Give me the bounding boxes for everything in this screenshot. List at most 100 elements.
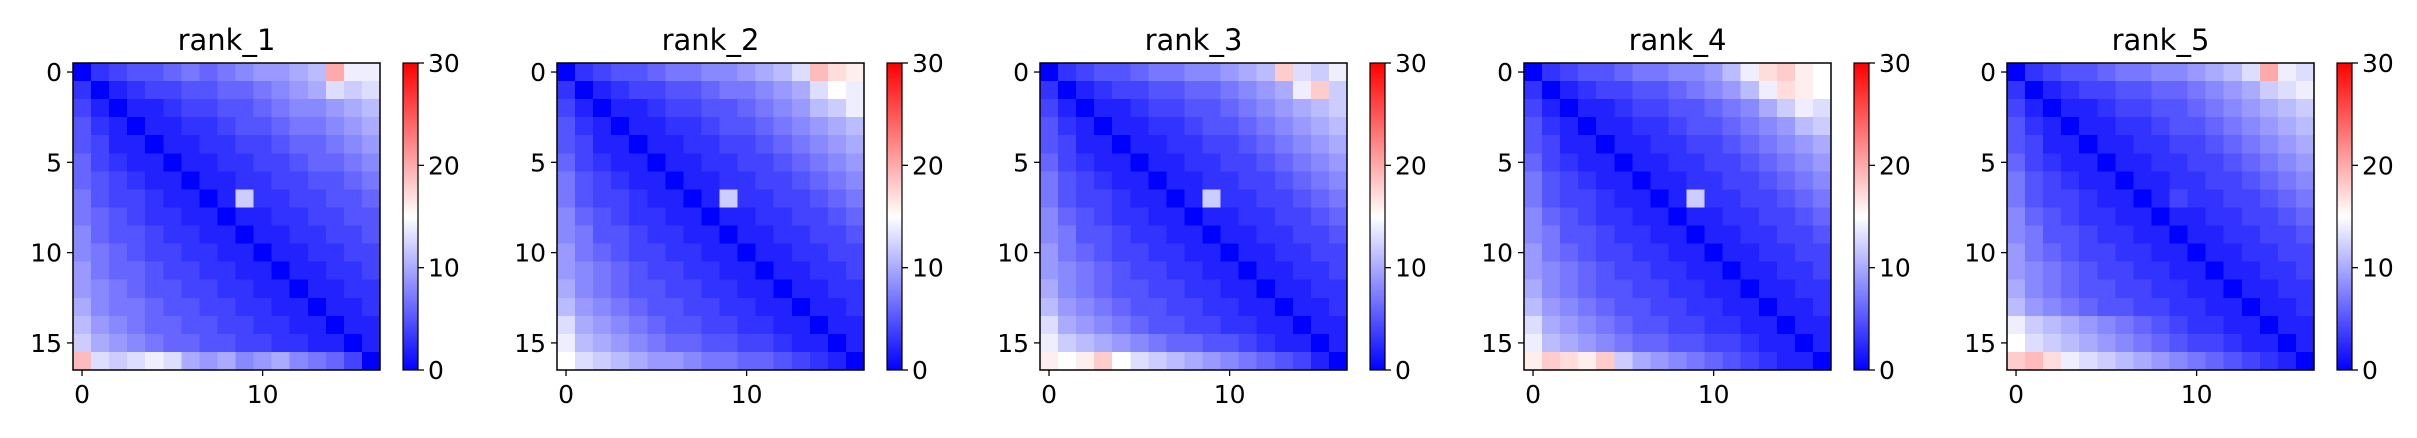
heatmap-cell: [1203, 117, 1222, 136]
heatmap-cell: [290, 226, 309, 245]
heatmap-cell: [1040, 135, 1059, 154]
heatmap-cell: [1632, 244, 1651, 263]
heatmap-cell: [2296, 189, 2315, 208]
heatmap-cell: [1184, 334, 1203, 353]
y-tick-label: 15: [514, 329, 546, 358]
heatmap-cell: [199, 171, 218, 190]
heatmap-cell: [163, 352, 182, 371]
heatmap-cell: [217, 63, 236, 82]
heatmap-cell: [217, 99, 236, 118]
heatmap-cell: [1687, 99, 1706, 118]
heatmap-cell: [2043, 280, 2062, 299]
heatmap-cell: [109, 63, 128, 82]
heatmap-cell: [1058, 334, 1077, 353]
x-tick-label: 10: [731, 380, 763, 409]
heatmap-cell: [810, 334, 829, 353]
heatmap-cell: [1723, 262, 1742, 281]
heatmap-cell: [1329, 189, 1348, 208]
heatmap-cell: [2278, 226, 2297, 245]
y-tick-label: 0: [1980, 58, 1996, 87]
heatmap-cell: [1542, 298, 1561, 317]
heatmap-cell: [593, 99, 612, 118]
heatmap-cell: [756, 189, 775, 208]
heatmap-cell: [1311, 207, 1330, 226]
heatmap-cell: [846, 280, 865, 299]
heatmap-cell: [1221, 352, 1240, 371]
heatmap-cell: [1723, 334, 1742, 353]
heatmap-cell: [1184, 207, 1203, 226]
heatmap-cell: [1148, 207, 1167, 226]
heatmap-cell: [1329, 99, 1348, 118]
heatmap-cell: [91, 81, 110, 100]
heatmap-cell: [308, 226, 327, 245]
heatmap-cell: [145, 226, 164, 245]
heatmap-cell: [720, 262, 739, 281]
heatmap-cell: [2025, 117, 2044, 136]
heatmap-cell: [290, 63, 309, 82]
heatmap-cell: [1668, 189, 1687, 208]
heatmap-cell: [810, 316, 829, 335]
heatmap-cell: [1184, 244, 1203, 263]
heatmap-cell: [1777, 189, 1796, 208]
heatmap-cell: [1221, 189, 1240, 208]
heatmap-cell: [362, 153, 381, 172]
heatmap-cell: [665, 316, 684, 335]
heatmap-cell: [199, 352, 218, 371]
heatmap-cell: [272, 244, 291, 263]
heatmap-cell: [683, 298, 702, 317]
y-tick-label: 15: [997, 329, 1029, 358]
heatmap-cell: [701, 207, 720, 226]
heatmap-cell: [1275, 207, 1294, 226]
heatmap-cell: [2043, 316, 2062, 335]
heatmap-cell: [1723, 189, 1742, 208]
heatmap-cell: [362, 352, 381, 371]
heatmap-cell: [593, 171, 612, 190]
heatmap-cell: [2242, 280, 2261, 299]
x-tick-label: 0: [558, 380, 574, 409]
heatmap-cell: [1687, 207, 1706, 226]
heatmap-cell: [1221, 63, 1240, 82]
heatmap-cell: [1329, 171, 1348, 190]
heatmap-cell: [272, 352, 291, 371]
heatmap-cell: [1112, 316, 1131, 335]
heatmap-cell: [2115, 280, 2134, 299]
heatmap-cell: [1560, 334, 1579, 353]
heatmap-cell: [2097, 189, 2116, 208]
heatmap-cell: [2007, 189, 2026, 208]
heatmap-cell: [810, 207, 829, 226]
heatmap-cell: [1795, 63, 1814, 82]
heatmap-cell: [145, 189, 164, 208]
heatmap-cell: [1795, 280, 1814, 299]
heatmap-cell: [611, 334, 630, 353]
heatmap-cell: [2043, 171, 2062, 190]
heatmap-cell: [557, 117, 576, 136]
heatmap-cell: [575, 352, 594, 371]
heatmap-cell: [2151, 334, 2170, 353]
heatmap-cell: [2115, 298, 2134, 317]
heatmap-cell: [2224, 171, 2243, 190]
heatmap-cell: [756, 63, 775, 82]
heatmap-cell: [665, 334, 684, 353]
heatmap-cell: [1329, 207, 1348, 226]
heatmap-cell: [2170, 244, 2189, 263]
heatmap-cell: [181, 189, 200, 208]
heatmap-cell: [236, 207, 255, 226]
heatmap-cell: [683, 316, 702, 335]
heatmap-cell: [290, 117, 309, 136]
heatmap-cell: [1542, 171, 1561, 190]
heatmap-cell: [738, 135, 757, 154]
heatmap-cell: [127, 298, 146, 317]
heatmap-cell: [236, 298, 255, 317]
heatmap-cell: [1311, 334, 1330, 353]
heatmap-cell: [1184, 99, 1203, 118]
heatmap-cell: [2007, 298, 2026, 317]
heatmap-cell: [2260, 81, 2279, 100]
heatmap-cell: [828, 171, 847, 190]
heatmap-cell: [611, 117, 630, 136]
heatmap-cell: [647, 352, 666, 371]
heatmap-cell: [756, 171, 775, 190]
heatmap-cell: [2242, 171, 2261, 190]
colorbar-tick-label: 20: [1879, 151, 1911, 180]
heatmap-cell: [1596, 171, 1615, 190]
